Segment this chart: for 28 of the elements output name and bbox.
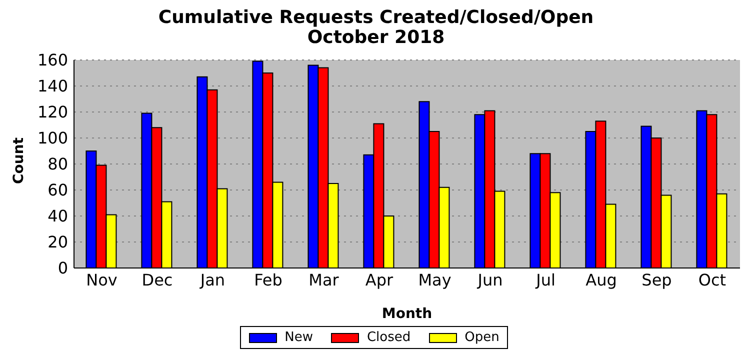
x-tick-label: Apr <box>365 270 394 290</box>
y-tick-label: 160 <box>37 50 68 70</box>
x-tick-label: Jun <box>476 270 503 290</box>
y-axis-title: Count <box>10 137 27 184</box>
y-tick-label: 60 <box>48 180 68 200</box>
x-tick-label: Dec <box>142 270 173 290</box>
y-tick-label: 80 <box>48 154 68 174</box>
x-tick-label: Jul <box>535 270 556 290</box>
legend-label: Closed <box>366 330 411 345</box>
x-tick-label: Nov <box>86 270 118 290</box>
x-tick-label: Jan <box>199 270 226 290</box>
y-tick-label: 120 <box>37 102 68 122</box>
legend-label: New <box>284 330 313 345</box>
x-tick-label: Oct <box>698 270 726 290</box>
x-tick-label: Aug <box>586 270 617 290</box>
chart-subtitle: October 2018 <box>306 27 446 48</box>
legend-label: Open <box>464 330 500 345</box>
x-axis-title: Month <box>382 306 432 322</box>
x-tick-label: Feb <box>254 270 282 290</box>
y-tick-label: 140 <box>37 76 68 96</box>
y-tick-label: 0 <box>58 258 68 278</box>
x-tick-label: Mar <box>308 270 340 290</box>
x-tick-label: May <box>418 270 452 290</box>
chart-title: Cumulative Requests Created/Closed/Open <box>157 7 595 28</box>
y-tick-label: 100 <box>37 128 68 148</box>
x-tick-label: Sep <box>642 270 672 290</box>
y-tick-label: 20 <box>48 232 68 252</box>
y-tick-label: 40 <box>48 206 68 226</box>
